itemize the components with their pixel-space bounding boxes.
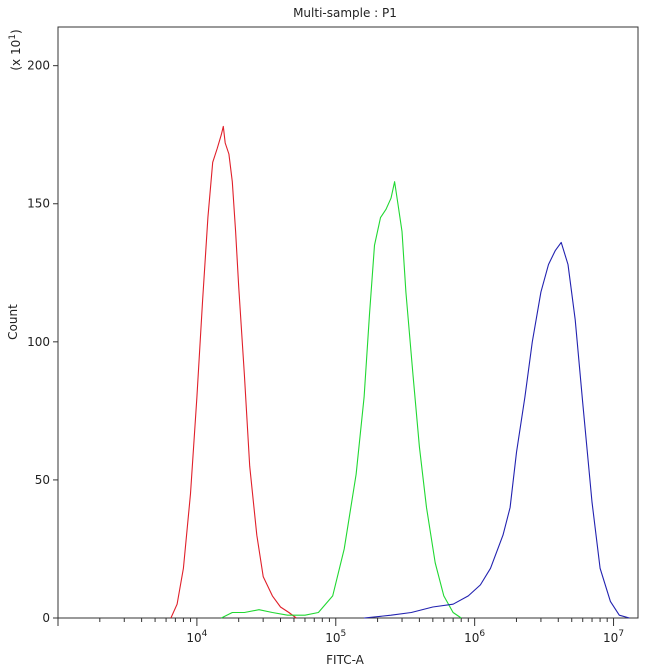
chart-title: Multi-sample : P1 — [293, 6, 397, 20]
x-axis-title: FITC-A — [326, 653, 365, 667]
x-tick-label-2: 106 — [464, 629, 485, 645]
y-axis-title: Count — [6, 304, 20, 340]
series-line-0 — [170, 125, 297, 619]
x-tick-label-3: 107 — [603, 629, 624, 645]
plot-frame — [57, 26, 639, 619]
y-tick-label-1: 50 — [35, 473, 50, 487]
svg-text:Count: Count — [6, 304, 20, 340]
x-axis: 104 105 106 107 — [57, 618, 624, 645]
y-tick-label-2: 100 — [27, 335, 50, 349]
y-multiplier-label: (x 101) — [8, 29, 23, 70]
series-line-2 — [364, 241, 630, 619]
y-tick-label-4: 200 — [27, 59, 50, 73]
x-tick-label-1: 105 — [325, 629, 346, 645]
x-tick-label-0: 104 — [186, 629, 207, 645]
y-tick-label-3: 150 — [27, 197, 50, 211]
svg-text:(x 101): (x 101) — [8, 29, 23, 70]
series-group — [170, 125, 630, 619]
y-tick-label-0: 0 — [42, 611, 50, 625]
y-axis: 0 50 100 150 200 — [27, 59, 58, 625]
series-line-1 — [221, 181, 462, 619]
